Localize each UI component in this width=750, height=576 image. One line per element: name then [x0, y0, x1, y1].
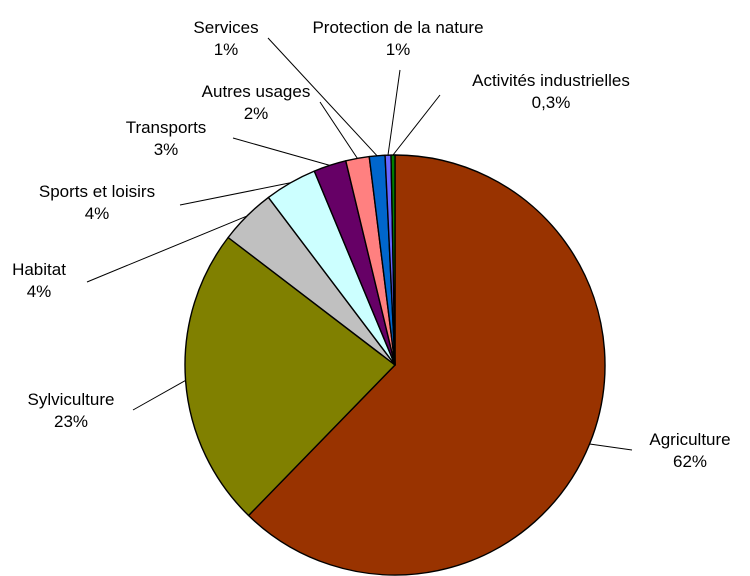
slice-label-value: 1%	[214, 40, 239, 59]
leader-line-services	[267, 37, 378, 157]
slice-label-value: 4%	[27, 282, 52, 301]
slice-label-name: Habitat	[12, 260, 66, 279]
slice-label-name: Autres usages	[202, 82, 311, 101]
leader-line-sports-et-loisirs	[179, 182, 291, 206]
slice-label-name: Transports	[126, 118, 207, 137]
slice-label-name: Sports et loisirs	[39, 182, 155, 201]
leader-line-sylviculture	[132, 379, 186, 411]
pie-slice-activites-industrielles	[390, 154, 396, 366]
slice-label-habitat: Habitat 4%	[12, 260, 66, 301]
slice-label-value: 0,3%	[532, 93, 571, 112]
slice-label-name: Protection de la nature	[312, 18, 483, 37]
slice-label-sylviculture: Sylviculture 23%	[28, 390, 115, 431]
pie-slices	[184, 154, 606, 576]
slice-label-autres-usages: Autres usages 2%	[202, 82, 311, 123]
slice-label-transports: Transports 3%	[126, 118, 207, 159]
slice-label-services: Services 1%	[193, 18, 258, 59]
slice-label-protection-de-la-nature: Protection de la nature 1%	[312, 18, 483, 59]
leader-line-protection-de-la-nature	[387, 69, 401, 156]
slice-label-agriculture: Agriculture 62%	[649, 430, 730, 471]
slice-label-value: 1%	[386, 40, 411, 59]
leader-line-activites-industrielles	[392, 94, 441, 156]
leader-lines	[86, 37, 633, 451]
slice-label-name: Agriculture	[649, 430, 730, 449]
slice-label-name: Activités industrielles	[472, 71, 630, 90]
slice-labels: Agriculture 62%Sylviculture 23%Habitat 4%Sp…	[12, 18, 731, 471]
slice-label-value: 23%	[54, 412, 88, 431]
leader-line-agriculture	[589, 443, 633, 451]
slice-label-activites-industrielles: Activités industrielles 0,3%	[472, 71, 630, 112]
slice-label-value: 2%	[244, 104, 269, 123]
slice-label-name: Sylviculture	[28, 390, 115, 409]
slice-label-value: 62%	[673, 452, 707, 471]
slice-label-name: Services	[193, 18, 258, 37]
pie-slice-agriculture	[247, 154, 606, 576]
slice-label-value: 3%	[154, 140, 179, 159]
slice-label-value: 4%	[85, 204, 110, 223]
leader-line-autres-usages	[319, 101, 358, 159]
leader-line-transports	[232, 137, 330, 166]
slice-label-sports-et-loisirs: Sports et loisirs 4%	[39, 182, 155, 223]
leader-line-habitat	[86, 215, 248, 283]
